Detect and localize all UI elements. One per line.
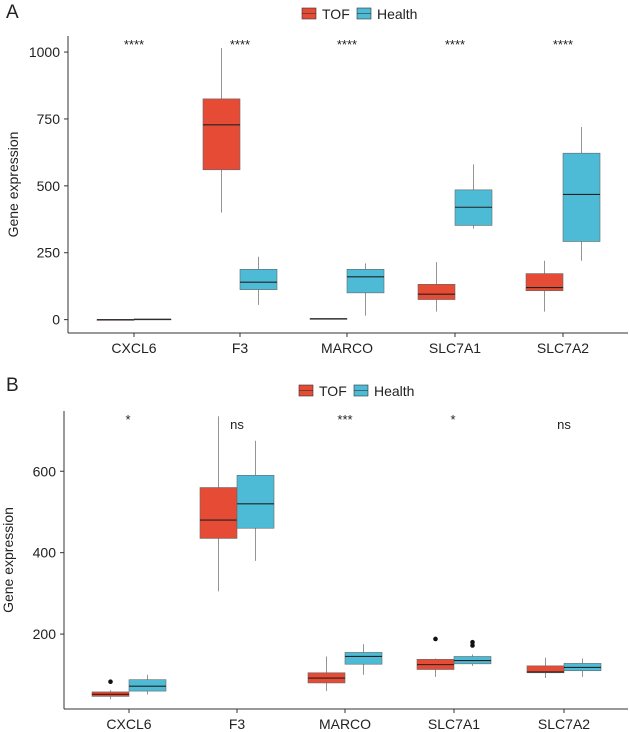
significance-label: **** xyxy=(124,37,144,52)
y-tick-label: 1000 xyxy=(29,44,60,60)
y-axis-title: Gene expression xyxy=(5,132,21,238)
box-body xyxy=(128,679,167,692)
legend-item-tof: TOF xyxy=(298,383,347,399)
legend-label: TOF xyxy=(319,383,347,399)
box-health-slc7a1 xyxy=(454,164,493,229)
legend-label: Health xyxy=(377,6,417,22)
box-health-f3 xyxy=(239,256,278,305)
significance-label: * xyxy=(125,412,130,427)
y-tick-label: 0 xyxy=(52,312,60,328)
box-tof-slc7a1 xyxy=(417,262,456,312)
panel-letter: B xyxy=(6,375,19,396)
box-tof-cxcl6 xyxy=(96,319,135,321)
box-body xyxy=(344,652,383,665)
legend-item-health: Health xyxy=(356,6,417,22)
significance-label: * xyxy=(450,412,455,427)
legend-item-health: Health xyxy=(353,383,414,399)
significance-label: *** xyxy=(337,412,352,427)
outlier-point xyxy=(470,639,475,645)
box-health-marco xyxy=(346,263,385,316)
x-tick-label: F3 xyxy=(229,716,246,732)
x-tick-label: SLC7A2 xyxy=(538,716,590,732)
x-tick-label: CXCL6 xyxy=(106,716,151,732)
outlier-point xyxy=(108,679,113,685)
x-tick-label: MARCO xyxy=(321,340,373,356)
box-health-marco xyxy=(344,644,383,675)
significance-label: ns xyxy=(230,417,244,432)
box-tof-marco xyxy=(307,656,346,692)
significance-label: **** xyxy=(553,37,573,52)
box-tof-slc7a2 xyxy=(526,657,565,679)
box-tof-slc7a2 xyxy=(525,260,564,312)
panel-b: B TOF Health 200 400 600 Gene expression CXCL6 *… xyxy=(0,375,628,732)
y-axis-title: Gene expression xyxy=(0,507,16,613)
x-tick-label: SLC7A1 xyxy=(428,716,480,732)
legend-item-tof: TOF xyxy=(301,6,350,22)
significance-label: ns xyxy=(557,417,571,432)
x-tick-label: SLC7A1 xyxy=(429,340,481,356)
box-health-f3 xyxy=(236,440,275,561)
legend: TOF Health xyxy=(301,6,417,22)
box-tof-slc7a1 xyxy=(416,636,455,677)
box-health-slc7a2 xyxy=(562,126,601,261)
box-tof-cxcl6 xyxy=(91,679,130,700)
panel-a: A TOF Health 0 250 500 750 1000 Gene expression C… xyxy=(5,2,628,356)
box-tof-f3 xyxy=(199,416,238,592)
significance-label: **** xyxy=(337,37,357,52)
y-tick-label: 750 xyxy=(37,111,61,127)
legend-label: TOF xyxy=(322,6,350,22)
box-body xyxy=(417,284,456,300)
y-tick-label: 600 xyxy=(33,463,57,479)
x-tick-label: CXCL6 xyxy=(111,340,156,356)
y-tick-label: 200 xyxy=(33,626,57,642)
box-health-slc7a2 xyxy=(563,658,602,677)
box-health-cxcl6 xyxy=(128,674,167,695)
y-tick-label: 500 xyxy=(37,178,61,194)
box-body xyxy=(236,475,275,529)
box-body xyxy=(346,269,385,294)
box-body xyxy=(525,273,564,292)
box-health-cxcl6 xyxy=(133,318,172,321)
x-tick-label: MARCO xyxy=(319,716,371,732)
significance-label: **** xyxy=(230,37,250,52)
x-tick-label: SLC7A2 xyxy=(537,340,589,356)
box-body xyxy=(202,98,241,171)
outlier-point xyxy=(470,643,475,648)
legend: TOF Health xyxy=(298,383,414,399)
box-body xyxy=(199,487,238,539)
box-tof-f3 xyxy=(202,48,241,213)
outlier-point xyxy=(433,636,438,642)
box-body xyxy=(562,152,601,242)
box-body xyxy=(239,269,278,290)
x-tick-label: F3 xyxy=(232,340,249,356)
box-health-slc7a1 xyxy=(453,639,492,666)
box-tof-marco xyxy=(309,318,348,320)
legend-label: Health xyxy=(374,383,414,399)
y-tick-label: 400 xyxy=(33,545,57,561)
y-tick-label: 250 xyxy=(37,245,61,261)
significance-label: **** xyxy=(445,37,465,52)
panel-letter: A xyxy=(6,2,19,23)
